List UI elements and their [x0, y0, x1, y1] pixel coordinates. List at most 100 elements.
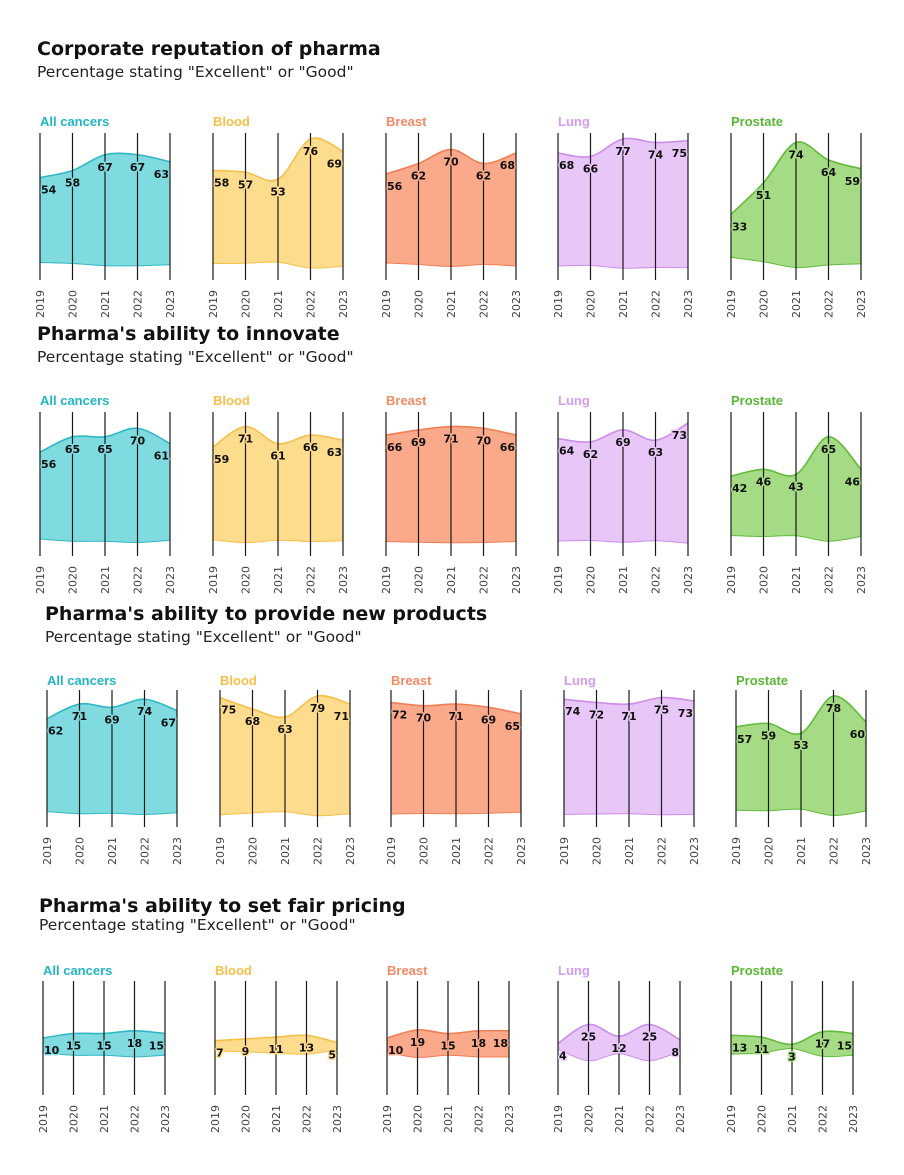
stream-chart-lung: Lung 2019 2020 2021 2022 2023 68 66 77 74 75: [552, 114, 695, 318]
year-tick-label: 2023: [337, 566, 350, 594]
year-tick-label: 2019: [725, 566, 738, 594]
year-tick-label: 2019: [558, 837, 571, 865]
stream-chart-blood: Blood 2019 2020 2021 2022 2023 58 57 53 76 69: [207, 114, 350, 318]
year-tick-label: 2021: [99, 566, 112, 594]
year-tick-label: 2020: [591, 837, 604, 865]
stream-chart-blood: Blood 2019 2020 2021 2022 2023 59 71 61 66 63: [207, 393, 350, 594]
panel-lung: Lung 2019 2020 2021 2022 2023 64 62 69 63 73: [552, 393, 698, 598]
value-label: 63: [327, 446, 342, 459]
value-label: 57: [737, 733, 752, 746]
year-tick-label: 2021: [623, 837, 636, 865]
value-label: 59: [761, 730, 776, 743]
year-tick-label: 2022: [139, 837, 152, 865]
value-label: 19: [410, 1036, 425, 1049]
panel-breast: Breast 2019 2020 2021 2022 2023 10 19 15 18 18: [381, 963, 519, 1137]
value-label: 57: [238, 178, 253, 191]
value-label: 59: [845, 175, 860, 188]
value-label: 58: [214, 177, 229, 190]
panel-breast: Breast 2019 2020 2021 2022 2023 56 62 70 62 68: [380, 114, 526, 322]
value-label: 61: [154, 450, 169, 463]
series-label: Breast: [391, 673, 432, 688]
value-label: 9: [242, 1045, 250, 1058]
value-label: 65: [505, 720, 520, 733]
value-label: 67: [130, 161, 145, 174]
stream-chart-prostate: Prostate 2019 2020 2021 2022 2023 13 11 3 17 15: [725, 963, 860, 1133]
year-tick-label: 2019: [37, 1105, 50, 1133]
value-label: 68: [500, 159, 515, 172]
value-label: 65: [821, 443, 836, 456]
value-label: 53: [793, 739, 808, 752]
year-tick-label: 2021: [98, 1105, 111, 1133]
year-tick-label: 2019: [34, 290, 47, 318]
value-label: 18: [471, 1037, 486, 1050]
series-label: Lung: [564, 673, 596, 688]
panel-all-cancers: All cancers 2019 2020 2021 2022 2023 10 15 15 18 1…: [37, 963, 175, 1137]
stream-chart-lung: Lung 2019 2020 2021 2022 2023 64 62 69 63 73: [552, 393, 695, 594]
value-label: 65: [65, 443, 80, 456]
stream-chart-all-cancers: All cancers 2019 2020 2021 2022 2023 54 58 67 67 6…: [34, 114, 177, 318]
value-label: 56: [387, 180, 403, 193]
panel-prostate: Prostate 2019 2020 2021 2022 2023 57 59 53 78 60: [730, 673, 876, 869]
stream-chart-prostate: Prostate 2019 2020 2021 2022 2023 57 59 53 78 60: [730, 673, 873, 865]
stream-chart-breast: Breast 2019 2020 2021 2022 2023 56 62 70 62 68: [380, 114, 523, 318]
year-tick-label: 2020: [67, 566, 80, 594]
value-label: 68: [245, 715, 260, 728]
series-label: Blood: [215, 963, 252, 978]
value-label: 8: [671, 1046, 679, 1059]
year-tick-label: 2020: [585, 290, 598, 318]
stream-chart-prostate: Prostate 2019 2020 2021 2022 2023 33 51 74 64 59: [725, 114, 868, 318]
value-label: 68: [559, 159, 574, 172]
value-label: 3: [788, 1050, 796, 1063]
value-label: 61: [270, 450, 285, 463]
value-label: 74: [648, 149, 664, 162]
year-tick-label: 2023: [159, 1105, 172, 1133]
year-tick-label: 2022: [644, 1105, 657, 1133]
year-tick-label: 2022: [828, 837, 841, 865]
year-tick-label: 2023: [847, 1105, 860, 1133]
value-label: 18: [493, 1037, 508, 1050]
year-tick-label: 2022: [483, 837, 496, 865]
value-label: 69: [327, 157, 342, 170]
chart-title: Pharma's ability to provide new products: [45, 603, 488, 625]
value-label: 64: [559, 445, 575, 458]
value-label: 46: [845, 475, 861, 488]
value-label: 74: [788, 149, 804, 162]
value-label: 67: [97, 161, 112, 174]
value-label: 13: [299, 1041, 314, 1054]
value-label: 63: [154, 168, 169, 181]
stream-chart-lung: Lung 2019 2020 2021 2022 2023 74 72 71 75 73: [558, 673, 701, 865]
panel-lung: Lung 2019 2020 2021 2022 2023 74 72 71 75 73: [558, 673, 704, 869]
year-tick-label: 2019: [385, 837, 398, 865]
series-label: Blood: [213, 393, 250, 408]
year-tick-label: 2023: [515, 837, 528, 865]
value-label: 75: [221, 704, 236, 717]
value-label: 70: [476, 434, 492, 447]
year-tick-label: 2023: [682, 566, 695, 594]
year-tick-label: 2022: [478, 566, 491, 594]
year-tick-label: 2020: [412, 1105, 425, 1133]
year-tick-label: 2023: [331, 1105, 344, 1133]
year-tick-label: 2019: [552, 290, 565, 318]
value-label: 73: [678, 707, 693, 720]
chart-title: Pharma's ability to set fair pricing: [39, 895, 406, 917]
chart-section-1: Corporate reputation of pharma Percentage…: [0, 38, 904, 318]
value-label: 15: [837, 1040, 852, 1053]
stream-chart-breast: Breast 2019 2020 2021 2022 2023 72 70 71 69 65: [385, 673, 528, 865]
value-label: 10: [44, 1044, 60, 1057]
value-label: 73: [672, 429, 687, 442]
year-tick-label: 2020: [585, 566, 598, 594]
year-tick-label: 2020: [240, 290, 253, 318]
value-label: 69: [615, 436, 630, 449]
year-tick-label: 2022: [305, 290, 318, 318]
chart-section-4: Pharma's ability to set fair pricing Perc…: [0, 895, 904, 1175]
series-label: Breast: [386, 393, 427, 408]
year-tick-label: 2019: [725, 1105, 738, 1133]
value-label: 62: [476, 170, 491, 183]
chart-subtitle: Percentage stating "Excellent" or "Good": [37, 63, 354, 81]
year-tick-label: 2020: [240, 1105, 253, 1133]
year-tick-label: 2021: [617, 566, 630, 594]
year-tick-label: 2021: [786, 1105, 799, 1133]
year-tick-label: 2020: [583, 1105, 596, 1133]
series-label: Prostate: [731, 114, 783, 129]
